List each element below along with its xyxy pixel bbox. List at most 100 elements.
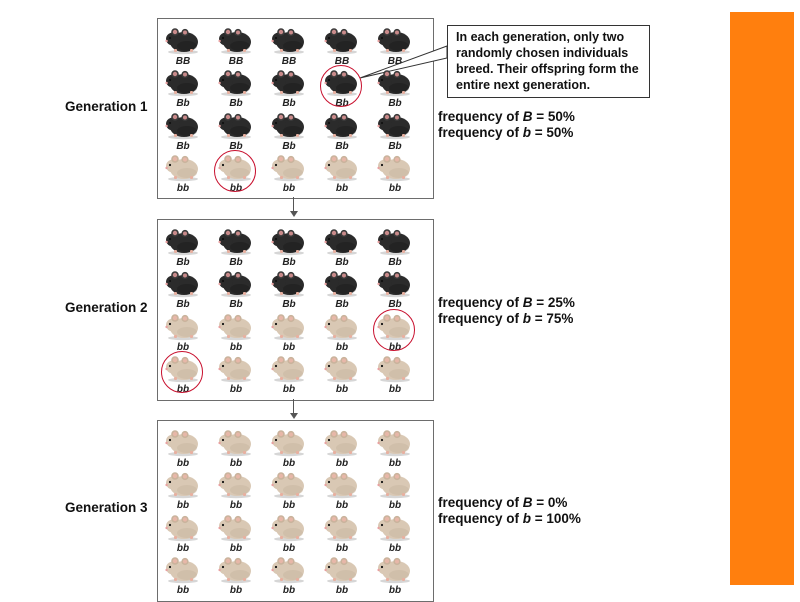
freq-B-line: frequency of B = 25% (438, 295, 575, 310)
genotype-label: bb (335, 183, 349, 194)
genotype-label: BB (387, 56, 403, 67)
generation-3-frequencies: frequency of B = 0% frequency of b = 100… (438, 495, 581, 527)
genotype-label: Bb (229, 257, 243, 268)
genotype-label: Bb (335, 257, 349, 268)
mouse-tan: bb (216, 511, 256, 554)
selected-breeder-circle (320, 65, 362, 107)
genotype-label: bb (176, 543, 190, 554)
selected-breeder-circle (373, 309, 415, 351)
mouse-black: Bb (163, 267, 203, 310)
genotype-label: Bb (388, 299, 402, 310)
mouse-tan: bb (216, 352, 256, 395)
genotype-label: bb (282, 384, 296, 395)
mouse-black: Bb (375, 225, 415, 268)
mouse-black: Bb (322, 267, 362, 310)
genotype-label: Bb (282, 299, 296, 310)
mouse-black: BB (269, 24, 309, 67)
mouse-tan: bb (375, 468, 415, 511)
genotype-label: bb (176, 585, 190, 596)
generation-2-label: Generation 2 (65, 300, 148, 315)
mouse-tan: bb (216, 426, 256, 469)
mouse-tan: bb (269, 511, 309, 554)
mouse-tan: bb (163, 468, 203, 511)
mouse-black: Bb (216, 225, 256, 268)
mouse-tan: bb (269, 151, 309, 194)
genotype-label: bb (229, 384, 243, 395)
selected-breeder-circle (214, 150, 256, 192)
mouse-tan: bb (163, 151, 203, 194)
genotype-label: Bb (335, 299, 349, 310)
mouse-tan: bb (322, 151, 362, 194)
mouse-tan: bb (375, 426, 415, 469)
mouse-black: Bb (216, 267, 256, 310)
mouse-black: Bb (269, 66, 309, 109)
mouse-tan: bb (322, 511, 362, 554)
genotype-label: bb (229, 585, 243, 596)
mouse-black: Bb (216, 66, 256, 109)
genotype-label: bb (282, 500, 296, 511)
arrow-gen2-to-gen3 (293, 399, 294, 413)
freq-B-line: frequency of B = 50% (438, 109, 575, 124)
freq-b-line: frequency of b = 100% (438, 511, 581, 526)
genotype-label: Bb (229, 141, 243, 152)
mouse-black: BB (322, 24, 362, 67)
orange-side-bar (730, 12, 794, 585)
callout-text: In each generation, only two randomly ch… (456, 30, 639, 92)
mouse-black: Bb (269, 225, 309, 268)
genotype-label: bb (388, 500, 402, 511)
mouse-tan: bb (375, 553, 415, 596)
genotype-label: Bb (176, 98, 190, 109)
genotype-label: Bb (229, 299, 243, 310)
mouse-black: Bb (269, 267, 309, 310)
mouse-tan: bb (375, 511, 415, 554)
genotype-label: BB (334, 56, 350, 67)
mouse-black: Bb (375, 109, 415, 152)
mouse-black: Bb (375, 267, 415, 310)
genotype-label: Bb (282, 98, 296, 109)
mouse-black: Bb (216, 109, 256, 152)
genotype-label: bb (176, 183, 190, 194)
mouse-tan: bb (163, 310, 203, 353)
mouse-tan: bb (322, 468, 362, 511)
freq-B-line: frequency of B = 0% (438, 495, 568, 510)
genotype-label: bb (176, 458, 190, 469)
mouse-tan: bb (163, 553, 203, 596)
mouse-tan: bb (216, 310, 256, 353)
genotype-label: bb (388, 458, 402, 469)
mouse-tan: bb (269, 553, 309, 596)
genotype-label: Bb (282, 257, 296, 268)
genotype-label: bb (388, 183, 402, 194)
genotype-label: Bb (282, 141, 296, 152)
callout-box: In each generation, only two randomly ch… (447, 25, 650, 98)
mouse-tan: bb (269, 310, 309, 353)
genotype-label: BB (281, 56, 297, 67)
genotype-label: bb (176, 342, 190, 353)
generation-1-label: Generation 1 (65, 99, 148, 114)
genotype-label: Bb (335, 141, 349, 152)
genotype-label: bb (229, 458, 243, 469)
mouse-tan: bb (375, 151, 415, 194)
mouse-black: BB (216, 24, 256, 67)
genotype-label: bb (335, 342, 349, 353)
mouse-tan: bb (375, 352, 415, 395)
genotype-label: bb (282, 458, 296, 469)
mouse-black: Bb (163, 109, 203, 152)
mouse-black: Bb (163, 225, 203, 268)
freq-b-line: frequency of b = 50% (438, 125, 574, 140)
genotype-label: bb (335, 543, 349, 554)
genotype-label: bb (388, 543, 402, 554)
mouse-tan: bb (216, 553, 256, 596)
genotype-label: bb (282, 183, 296, 194)
genotype-label: bb (335, 500, 349, 511)
mouse-tan: bb (269, 352, 309, 395)
genotype-label: bb (335, 384, 349, 395)
genotype-label: bb (176, 500, 190, 511)
genotype-label: bb (335, 585, 349, 596)
mouse-tan: bb (322, 553, 362, 596)
mouse-tan: bb (269, 426, 309, 469)
arrow-head-gen2-to-gen3 (290, 413, 298, 419)
genotype-label: bb (229, 500, 243, 511)
genotype-label: bb (229, 543, 243, 554)
genotype-label: bb (388, 585, 402, 596)
genotype-label: bb (282, 543, 296, 554)
